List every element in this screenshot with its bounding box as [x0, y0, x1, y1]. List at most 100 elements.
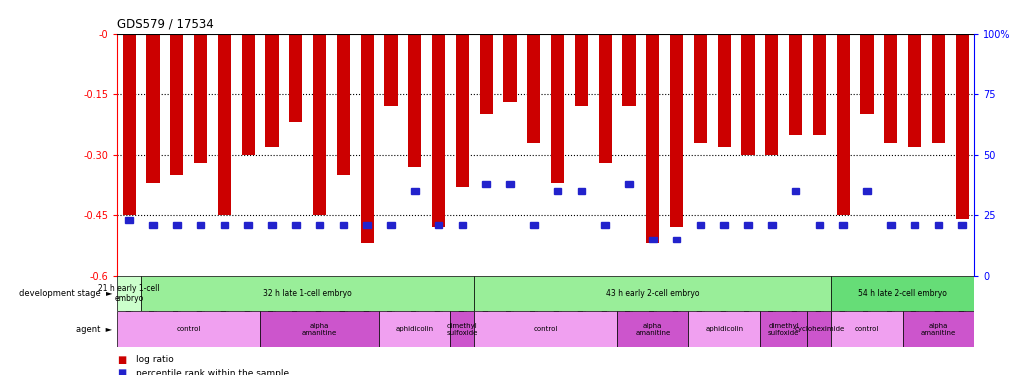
Bar	[717, 34, 730, 147]
Bar	[149, 222, 157, 228]
Bar	[601, 222, 608, 228]
Bar	[503, 34, 516, 102]
Bar	[363, 222, 371, 228]
Bar	[598, 34, 611, 163]
Bar	[455, 34, 469, 187]
Bar	[313, 34, 326, 215]
Bar	[907, 34, 920, 147]
Text: alpha
amanitine: alpha amanitine	[635, 322, 669, 336]
Bar	[648, 237, 656, 242]
Bar	[696, 222, 703, 228]
Bar	[625, 181, 632, 186]
Bar	[387, 222, 394, 228]
Bar	[242, 34, 255, 154]
Bar	[815, 222, 822, 228]
Bar	[839, 222, 846, 228]
Bar	[197, 222, 204, 228]
Bar	[173, 222, 180, 228]
Text: 54 h late 2-cell embryo: 54 h late 2-cell embryo	[857, 289, 947, 298]
Bar	[260, 311, 379, 347]
Bar	[688, 311, 759, 347]
Text: GDS579 / 17534: GDS579 / 17534	[117, 17, 214, 30]
Bar	[265, 34, 278, 147]
Bar	[812, 34, 825, 135]
Bar	[434, 222, 442, 228]
Bar	[616, 311, 688, 347]
Bar	[479, 34, 492, 114]
Bar	[411, 188, 418, 194]
Text: 32 h late 1-cell embryo: 32 h late 1-cell embryo	[263, 289, 352, 298]
Text: percentile rank within the sample: percentile rank within the sample	[136, 369, 288, 375]
Text: 21 h early 1-cell
embryo: 21 h early 1-cell embryo	[98, 284, 160, 303]
Bar	[931, 34, 944, 142]
Bar	[527, 34, 540, 142]
Bar	[955, 34, 968, 219]
Bar	[194, 34, 207, 163]
Bar	[767, 222, 774, 228]
Bar	[553, 188, 560, 194]
Text: alpha
amanitine: alpha amanitine	[302, 322, 337, 336]
Bar	[830, 311, 902, 347]
Text: dimethyl
sulfoxide: dimethyl sulfoxide	[767, 322, 799, 336]
Bar	[289, 34, 302, 122]
Bar	[459, 222, 466, 228]
Bar	[836, 34, 849, 215]
Bar	[268, 222, 275, 228]
Bar	[147, 34, 159, 183]
Bar	[450, 311, 474, 347]
Text: alpha
amanitine: alpha amanitine	[920, 322, 955, 336]
Bar	[902, 311, 973, 347]
Text: 43 h early 2-cell embryo: 43 h early 2-cell embryo	[605, 289, 699, 298]
Bar	[125, 217, 132, 223]
Bar	[170, 34, 183, 175]
Bar	[577, 188, 585, 194]
Bar	[575, 34, 587, 106]
Bar	[379, 311, 450, 347]
Bar	[291, 222, 300, 228]
Bar	[910, 222, 917, 228]
Bar	[117, 311, 260, 347]
Text: control: control	[533, 326, 557, 332]
Bar	[958, 222, 965, 228]
Bar	[807, 311, 830, 347]
Bar	[361, 34, 373, 243]
Text: log ratio: log ratio	[136, 356, 173, 364]
Text: development stage  ►: development stage ►	[18, 289, 112, 298]
Bar	[245, 222, 252, 228]
Bar	[122, 34, 136, 215]
Bar	[408, 34, 421, 167]
Bar	[141, 276, 474, 311]
Bar	[432, 34, 444, 227]
Bar	[693, 34, 706, 142]
Bar	[789, 34, 801, 135]
Text: ■: ■	[117, 368, 126, 375]
Bar	[220, 222, 228, 228]
Text: cycloheximide: cycloheximide	[794, 326, 844, 332]
Bar	[759, 311, 807, 347]
Bar	[887, 222, 894, 228]
Bar	[474, 276, 830, 311]
Text: dimethyl
sulfoxide: dimethyl sulfoxide	[446, 322, 478, 336]
Bar	[830, 276, 973, 311]
Text: aphidicolin: aphidicolin	[395, 326, 433, 332]
Bar	[218, 34, 230, 215]
Bar	[669, 34, 683, 227]
Bar	[339, 222, 346, 228]
Bar	[933, 222, 942, 228]
Text: agent  ►: agent ►	[76, 324, 112, 334]
Bar	[764, 34, 777, 154]
Bar	[550, 34, 564, 183]
Bar	[530, 222, 537, 228]
Bar	[741, 34, 754, 154]
Bar	[384, 34, 397, 106]
Bar	[791, 188, 799, 194]
Bar	[860, 34, 872, 114]
Bar	[482, 181, 489, 186]
Text: control: control	[176, 326, 201, 332]
Bar	[646, 34, 658, 243]
Bar	[336, 34, 350, 175]
Bar	[117, 276, 141, 311]
Bar	[862, 188, 870, 194]
Bar	[883, 34, 897, 142]
Bar	[673, 237, 680, 242]
